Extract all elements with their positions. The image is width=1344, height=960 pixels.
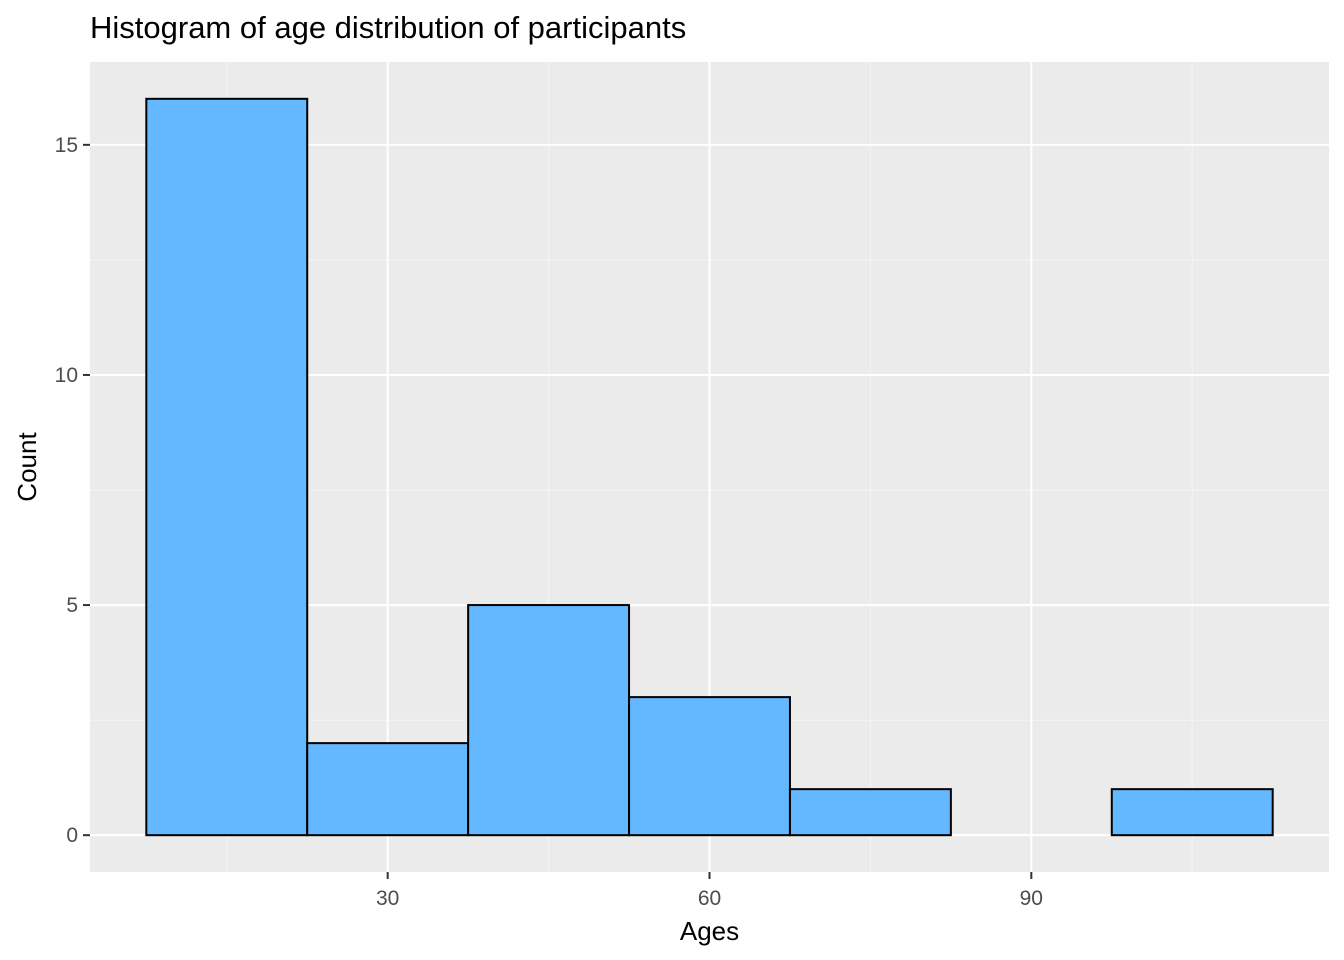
histogram-bar (306, 742, 470, 837)
histogram-bar (145, 97, 309, 837)
x-tick-label: 90 (1020, 887, 1043, 910)
histogram-bar (788, 788, 952, 837)
histogram-bar (628, 696, 791, 837)
y-axis-ticks: 0 5 10 15 (55, 134, 90, 847)
histogram-bar (467, 604, 631, 837)
x-tick-label: 60 (698, 887, 721, 910)
y-tick-label: 10 (55, 364, 78, 387)
x-axis-ticks: 30 60 90 (376, 872, 1043, 910)
x-tick-label: 30 (376, 887, 399, 910)
x-axis-title: Ages (680, 916, 739, 946)
y-tick-label: 15 (55, 134, 78, 157)
chart-title: Histogram of age distribution of partici… (90, 10, 687, 45)
histogram-bars (145, 97, 1274, 837)
y-axis-title: Count (12, 432, 42, 502)
y-tick-label: 0 (66, 824, 78, 847)
histogram-bar (1110, 788, 1274, 837)
y-tick-label: 5 (66, 594, 78, 617)
